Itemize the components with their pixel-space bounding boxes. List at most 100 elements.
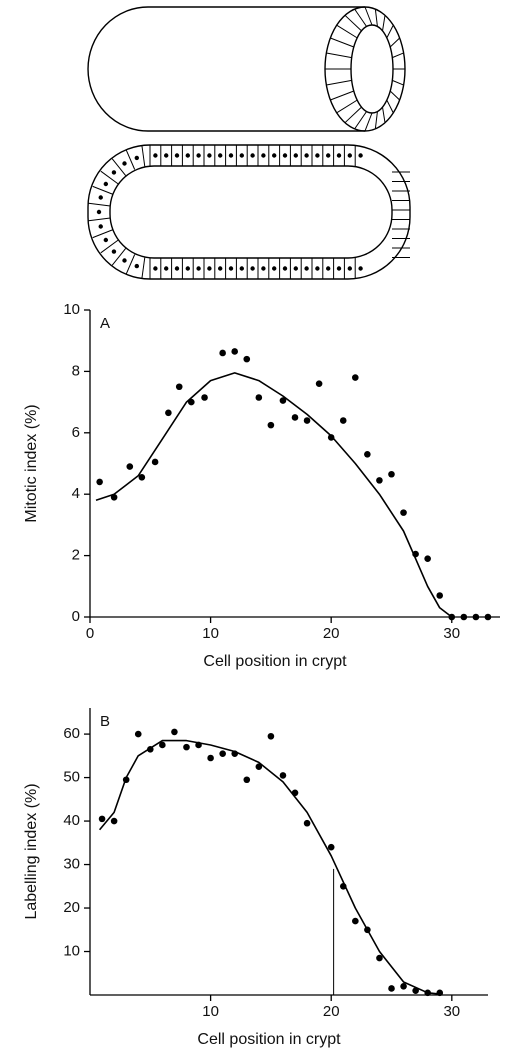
ring-segment <box>326 79 352 86</box>
nucleus <box>174 153 180 158</box>
data-point <box>352 917 359 925</box>
data-point <box>110 493 118 501</box>
data-point <box>183 743 190 751</box>
nucleus <box>134 263 140 269</box>
data-point <box>219 349 226 357</box>
ring-segment <box>392 52 404 59</box>
nucleus <box>218 153 223 158</box>
nucleus <box>228 153 234 158</box>
data-point <box>484 613 492 621</box>
cell-wall <box>141 257 146 279</box>
data-point <box>364 450 371 458</box>
data-point <box>291 414 299 421</box>
data-point <box>267 421 275 429</box>
nucleus <box>98 224 103 229</box>
data-point <box>219 750 226 757</box>
cell-wall <box>111 248 127 266</box>
nucleus <box>347 266 352 271</box>
tube-ring-inner <box>350 24 394 114</box>
nucleus <box>282 153 288 158</box>
ring-segment <box>382 15 386 31</box>
data-point <box>134 730 142 738</box>
data-point <box>96 478 103 486</box>
data-point <box>187 398 195 406</box>
data-point <box>126 463 134 470</box>
data-point <box>279 397 287 404</box>
nucleus <box>304 153 309 158</box>
nucleus <box>111 170 117 175</box>
cell-wall <box>92 185 114 195</box>
x-tick-label: 10 <box>202 625 219 642</box>
nucleus <box>336 266 342 271</box>
data-point <box>339 417 347 424</box>
ring-segment <box>336 99 358 114</box>
x-tick-label: 10 <box>202 1003 219 1020</box>
nucleus <box>293 153 298 158</box>
nucleus <box>103 181 109 187</box>
x-tick-label: 20 <box>323 1003 340 1020</box>
data-point <box>255 763 263 771</box>
x-tick-label: 30 <box>443 625 460 642</box>
data-point <box>460 613 468 621</box>
ring-segment <box>326 52 352 59</box>
cell-wall <box>88 202 111 207</box>
data-point <box>436 592 444 599</box>
ring-segment <box>382 107 386 123</box>
data-point <box>255 394 263 401</box>
y-tick-label: 0 <box>72 608 80 625</box>
cell-wall <box>125 254 136 275</box>
data-point <box>243 776 251 784</box>
nucleus <box>185 153 190 158</box>
nucleus <box>358 266 363 271</box>
data-point <box>327 843 335 851</box>
y-tick-label: 4 <box>72 485 80 502</box>
data-point <box>351 374 359 381</box>
data-point <box>424 555 431 562</box>
ring-segment <box>344 106 362 124</box>
nucleus <box>304 266 309 271</box>
y-tick-label: 30 <box>63 856 80 873</box>
nucleus <box>122 161 127 166</box>
fit-line <box>95 372 453 618</box>
nucleus <box>185 266 190 271</box>
nucleus <box>272 153 277 158</box>
y-tick-label: 8 <box>72 362 80 379</box>
data-point <box>98 815 106 823</box>
data-point <box>279 772 287 779</box>
nucleus <box>196 266 201 271</box>
nucleus <box>250 266 255 271</box>
data-point <box>243 355 251 363</box>
cell-wall <box>88 217 111 222</box>
ring-segment <box>364 112 373 132</box>
y-tick-label: 10 <box>63 301 80 318</box>
ring-segment <box>354 8 367 27</box>
ring-segment <box>330 37 354 48</box>
nucleus <box>164 266 169 271</box>
ring-segment <box>386 99 394 114</box>
cell-wall <box>125 149 136 170</box>
x-tick-label: 0 <box>86 625 94 642</box>
cell-wall <box>92 229 114 239</box>
data-point <box>303 819 311 827</box>
nucleus <box>164 153 169 158</box>
nucleus <box>207 266 212 271</box>
data-point <box>267 732 275 740</box>
data-point <box>327 434 335 441</box>
x-tick-label: 20 <box>323 625 340 642</box>
ring-segment <box>386 24 394 39</box>
data-point <box>165 409 172 417</box>
y-tick-label: 50 <box>63 769 80 786</box>
y-axis-label: Mitotic index (%) <box>23 404 40 522</box>
x-tick-label: 30 <box>443 1003 460 1020</box>
nucleus <box>272 266 277 271</box>
nucleus <box>207 153 212 158</box>
nucleus <box>111 249 117 254</box>
cell-wall <box>141 145 146 167</box>
ring-segment <box>336 24 358 39</box>
nucleus <box>326 153 331 158</box>
nucleus <box>315 153 320 158</box>
nucleus <box>98 195 103 200</box>
data-point <box>171 728 178 736</box>
x-axis-label: Cell position in crypt <box>197 1031 341 1048</box>
data-point <box>315 380 323 387</box>
